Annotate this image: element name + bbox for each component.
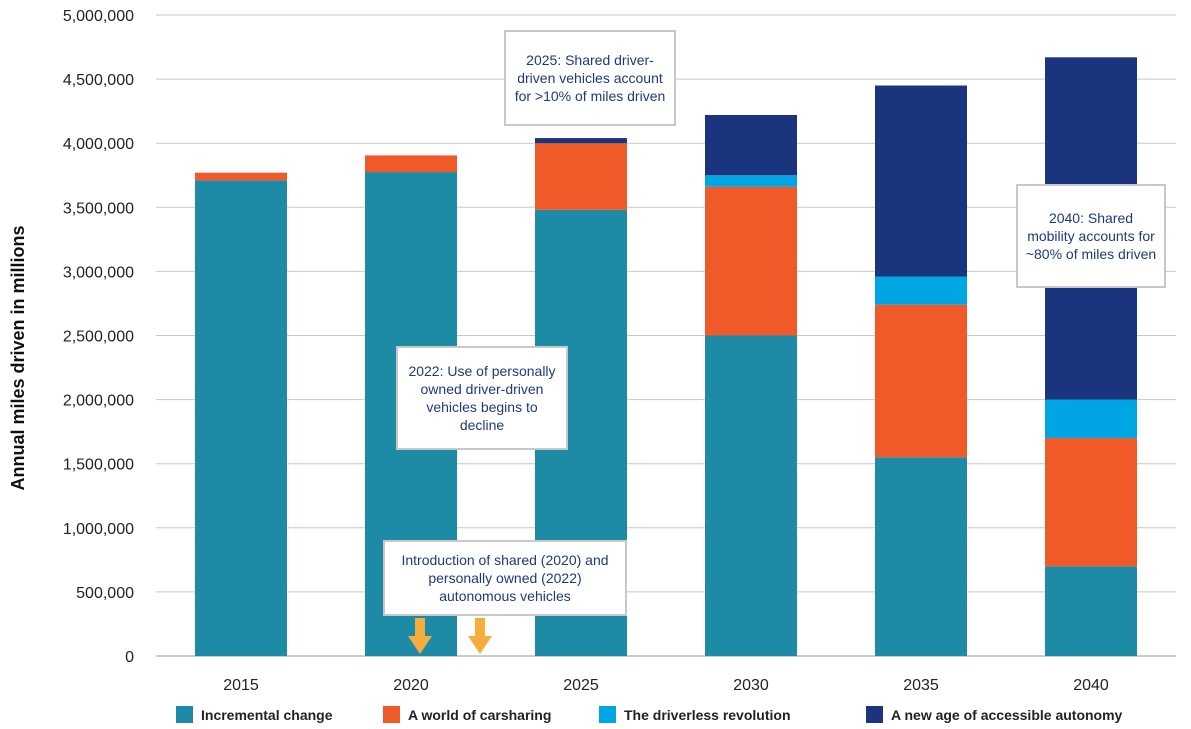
- x-tick-label: 2025: [563, 677, 599, 694]
- annotation-2040: 2040: Shared mobility accounts for ~80% …: [1016, 184, 1166, 288]
- y-tick-label: 2,000,000: [63, 393, 134, 410]
- y-tick-labels: 0 500,000 1,000,000 1,500,000 2,000,000 2,500…: [63, 8, 134, 666]
- y-tick-label: 2,500,000: [63, 329, 134, 346]
- bar-2030-a-world-of-carsharing: [705, 186, 797, 336]
- legend-item-the-driverless-revolution: The driverless revolution: [599, 706, 791, 723]
- bar-2035-incremental-change: [875, 457, 967, 656]
- legend-label: A world of carsharing: [408, 706, 552, 723]
- bar-2035-the-driverless-revolution: [875, 276, 967, 305]
- y-axis-label: Annual miles driven in millions: [8, 225, 28, 490]
- legend-label: A new age of accessible autonomy: [891, 706, 1123, 723]
- bar-2030-the-driverless-revolution: [705, 175, 797, 187]
- bars: [195, 57, 1137, 657]
- y-tick-label: 4,500,000: [63, 72, 134, 89]
- x-tick-label: 2020: [393, 677, 429, 694]
- bar-2040-a-world-of-carsharing: [1045, 438, 1137, 567]
- bar-2015-a-world-of-carsharing: [195, 172, 287, 181]
- legend: Incremental change A world of carsharing…: [176, 706, 1176, 726]
- bar-2015-incremental-change: [195, 180, 287, 657]
- legend-swatch: [383, 706, 400, 723]
- y-tick-label: 1,500,000: [63, 457, 134, 474]
- gridlines: [156, 14, 1176, 657]
- y-tick-label: 3,000,000: [63, 264, 134, 281]
- bar-2030-a-new-age-of-accessible-autonomy: [705, 114, 797, 176]
- x-tick-label: 2015: [223, 677, 259, 694]
- legend-label: Incremental change: [201, 706, 333, 723]
- x-tick-label: 2040: [1073, 677, 1109, 694]
- bar-2020-a-world-of-carsharing: [365, 155, 457, 173]
- y-tick-label: 5,000,000: [63, 8, 134, 25]
- bar-2025-a-world-of-carsharing: [535, 143, 627, 210]
- legend-label: The driverless revolution: [624, 706, 791, 723]
- annotation-2022: 2022: Use of personally owned driver-dri…: [396, 346, 568, 450]
- y-tick-label: 0: [125, 649, 134, 666]
- y-tick-label: 3,500,000: [63, 200, 134, 217]
- bar-2035-a-world-of-carsharing: [875, 304, 967, 458]
- x-tick-label: 2035: [903, 677, 939, 694]
- x-tick-label: 2030: [733, 677, 769, 694]
- bar-2030-incremental-change: [705, 335, 797, 656]
- legend-swatch: [176, 706, 193, 723]
- legend-item-a-new-age-of-accessible-autonomy: A new age of accessible autonomy: [866, 706, 1122, 723]
- bar-2025-a-new-age-of-accessible-autonomy: [535, 138, 627, 144]
- annotation-2025: 2025: Shared driver-driven vehicles acco…: [504, 30, 676, 126]
- legend-swatch: [599, 706, 616, 723]
- bar-2040-incremental-change: [1045, 566, 1137, 656]
- legend-item-incremental-change: Incremental change: [176, 706, 333, 723]
- y-tick-label: 1,000,000: [63, 521, 134, 538]
- y-tick-label: 500,000: [76, 585, 134, 602]
- down-arrow-icon: [468, 618, 492, 654]
- legend-item-a-world-of-carsharing: A world of carsharing: [383, 706, 551, 723]
- annotation-introduction: Introduction of shared (2020) and person…: [383, 540, 627, 616]
- down-arrow-icon: [408, 618, 432, 654]
- x-tick-labels: 2015 2020 2025 2030 2035 2040: [223, 677, 1109, 694]
- arrows: [408, 618, 492, 654]
- legend-swatch: [866, 706, 883, 723]
- y-tick-label: 4,000,000: [63, 136, 134, 153]
- bar-2040-the-driverless-revolution: [1045, 399, 1137, 439]
- bar-2035-a-new-age-of-accessible-autonomy: [875, 85, 967, 277]
